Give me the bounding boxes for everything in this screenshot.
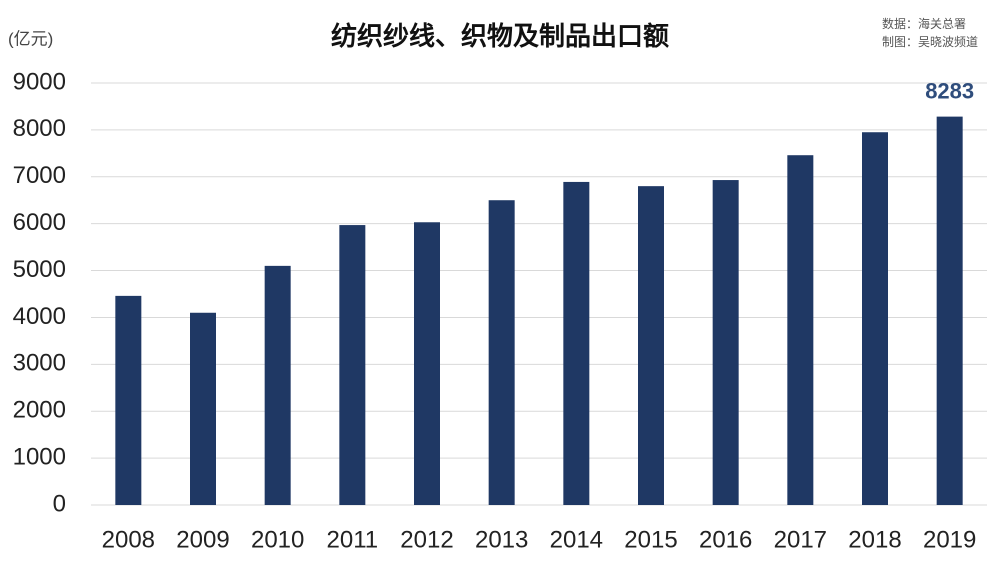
- bar: [862, 132, 888, 505]
- bar: [936, 116, 963, 506]
- y-tick-label: 7000: [13, 162, 66, 189]
- bar: [563, 181, 590, 506]
- y-tick-label: 1000: [13, 443, 66, 470]
- x-tick-label: 2013: [475, 526, 528, 553]
- x-tick-label: 2019: [923, 526, 976, 553]
- y-tick-label: 0: [53, 490, 66, 517]
- bar: [414, 222, 440, 505]
- y-tick-label: 2000: [13, 397, 66, 424]
- data-label: 8283: [925, 78, 974, 103]
- x-tick-label: 2011: [327, 526, 379, 553]
- x-tick-label: 2018: [848, 526, 901, 553]
- x-tick-label: 2015: [624, 526, 677, 553]
- x-tick-label: 2014: [550, 526, 603, 553]
- bar: [638, 186, 664, 505]
- bar: [787, 155, 814, 505]
- chart-title: 纺织纱线、织物及制品出口额: [331, 21, 669, 51]
- bar: [264, 265, 291, 505]
- y-tick-label: 4000: [13, 303, 66, 330]
- x-tick-label: 2012: [400, 526, 453, 553]
- x-tick-label: 2009: [176, 526, 229, 553]
- x-tick-label: 2017: [774, 526, 827, 553]
- y-axis-unit: (亿元): [8, 29, 53, 48]
- y-tick-label: 3000: [13, 350, 66, 377]
- x-tick-label: 2016: [699, 526, 752, 553]
- x-tick-label: 2010: [251, 526, 304, 553]
- y-tick-label: 5000: [13, 256, 66, 283]
- x-tick-label: 2008: [102, 526, 155, 553]
- y-tick-label: 9000: [13, 68, 66, 95]
- bar: [488, 200, 515, 505]
- y-tick-label: 8000: [13, 115, 66, 142]
- y-tick-label: 6000: [13, 209, 66, 236]
- bar: [190, 312, 216, 505]
- source-note: 数据：海关总署: [882, 16, 966, 31]
- bar: [339, 225, 366, 505]
- source-note: 制图：吴晓波频道: [882, 35, 978, 49]
- bar: [115, 295, 142, 505]
- bar: [712, 180, 739, 505]
